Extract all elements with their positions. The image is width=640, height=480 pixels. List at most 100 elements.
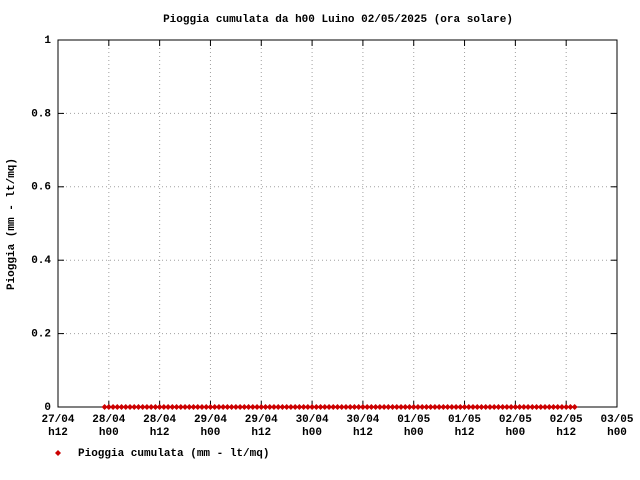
data-point bbox=[440, 404, 447, 410]
data-point bbox=[114, 404, 121, 410]
data-point bbox=[542, 404, 549, 410]
data-point bbox=[186, 404, 193, 410]
y-tick-label: 1 bbox=[44, 35, 51, 47]
data-point bbox=[419, 404, 426, 410]
legend-label: Pioggia cumulata (mm - lt/mq) bbox=[78, 448, 269, 460]
data-point bbox=[211, 404, 218, 410]
y-tick-label: 0.2 bbox=[31, 329, 51, 341]
data-point bbox=[304, 404, 311, 410]
data-point bbox=[283, 404, 290, 410]
data-point bbox=[194, 404, 201, 410]
data-point bbox=[503, 404, 510, 410]
data-point bbox=[139, 404, 146, 410]
y-axis-label: Pioggia (mm - lt/mq) bbox=[6, 158, 18, 290]
data-point bbox=[182, 404, 189, 410]
data-point bbox=[402, 404, 409, 410]
data-point bbox=[173, 404, 180, 410]
x-tick-label: 30/04 h00 bbox=[295, 414, 329, 439]
data-point bbox=[203, 404, 210, 410]
x-tick-label: 27/04 h12 bbox=[41, 414, 75, 439]
data-point bbox=[241, 404, 248, 410]
data-point bbox=[220, 404, 227, 410]
data-point bbox=[135, 404, 142, 410]
data-point bbox=[381, 404, 388, 410]
chart-title: Pioggia cumulata da h00 Luino 02/05/2025… bbox=[163, 14, 513, 26]
data-point bbox=[232, 404, 239, 410]
data-point bbox=[160, 404, 167, 410]
data-point bbox=[355, 404, 362, 410]
data-point bbox=[550, 404, 557, 410]
data-point bbox=[275, 404, 282, 410]
data-point bbox=[567, 404, 574, 410]
data-point bbox=[262, 404, 269, 410]
x-tick-label: 02/05 h12 bbox=[549, 414, 583, 439]
data-point bbox=[376, 404, 383, 410]
data-point bbox=[266, 404, 273, 410]
data-point bbox=[512, 404, 519, 410]
data-point bbox=[457, 404, 464, 410]
data-point bbox=[474, 404, 481, 410]
data-point bbox=[309, 404, 316, 410]
data-point bbox=[105, 404, 112, 410]
y-tick-label: 0.8 bbox=[31, 108, 51, 120]
data-point bbox=[126, 404, 133, 410]
data-point bbox=[478, 404, 485, 410]
data-point bbox=[198, 404, 205, 410]
data-point bbox=[330, 404, 337, 410]
data-point bbox=[423, 404, 430, 410]
data-point bbox=[558, 404, 565, 410]
x-tick-label: 28/04 h12 bbox=[143, 414, 177, 439]
data-point bbox=[398, 404, 405, 410]
data-point bbox=[571, 404, 578, 410]
data-point bbox=[495, 404, 502, 410]
data-point bbox=[342, 404, 349, 410]
data-point bbox=[448, 404, 455, 410]
data-point bbox=[372, 404, 379, 410]
x-tick-label: 01/05 h00 bbox=[397, 414, 431, 439]
data-point bbox=[317, 404, 324, 410]
y-tick-label: 0.6 bbox=[31, 182, 51, 194]
data-point bbox=[131, 404, 138, 410]
data-point bbox=[529, 404, 536, 410]
data-point bbox=[287, 404, 294, 410]
data-point bbox=[152, 404, 159, 410]
data-point bbox=[156, 404, 163, 410]
data-point bbox=[228, 404, 235, 410]
data-point bbox=[525, 404, 532, 410]
x-tick-label: 28/04 h00 bbox=[92, 414, 126, 439]
x-tick-label: 29/04 h12 bbox=[244, 414, 278, 439]
data-point bbox=[190, 404, 197, 410]
data-point bbox=[313, 404, 320, 410]
data-point bbox=[101, 404, 108, 410]
data-point bbox=[453, 404, 460, 410]
data-point bbox=[385, 404, 392, 410]
data-point bbox=[254, 404, 261, 410]
data-point bbox=[461, 404, 468, 410]
data-point bbox=[249, 404, 256, 410]
data-point bbox=[482, 404, 489, 410]
data-point bbox=[486, 404, 493, 410]
data-point bbox=[148, 404, 155, 410]
data-point bbox=[169, 404, 176, 410]
data-point bbox=[431, 404, 438, 410]
data-point bbox=[296, 404, 303, 410]
data-point bbox=[508, 404, 515, 410]
data-point bbox=[215, 404, 222, 410]
data-point bbox=[410, 404, 417, 410]
data-point bbox=[470, 404, 477, 410]
data-point bbox=[444, 404, 451, 410]
data-point bbox=[414, 404, 421, 410]
data-point bbox=[326, 404, 333, 410]
y-tick-label: 0.4 bbox=[31, 255, 51, 267]
data-point bbox=[118, 404, 125, 410]
data-point bbox=[110, 404, 117, 410]
data-point bbox=[393, 404, 400, 410]
data-point bbox=[270, 404, 277, 410]
x-tick-label: 29/04 h00 bbox=[193, 414, 227, 439]
legend-marker bbox=[55, 450, 61, 456]
x-tick-label: 02/05 h00 bbox=[498, 414, 532, 439]
data-point bbox=[554, 404, 561, 410]
data-point bbox=[245, 404, 252, 410]
